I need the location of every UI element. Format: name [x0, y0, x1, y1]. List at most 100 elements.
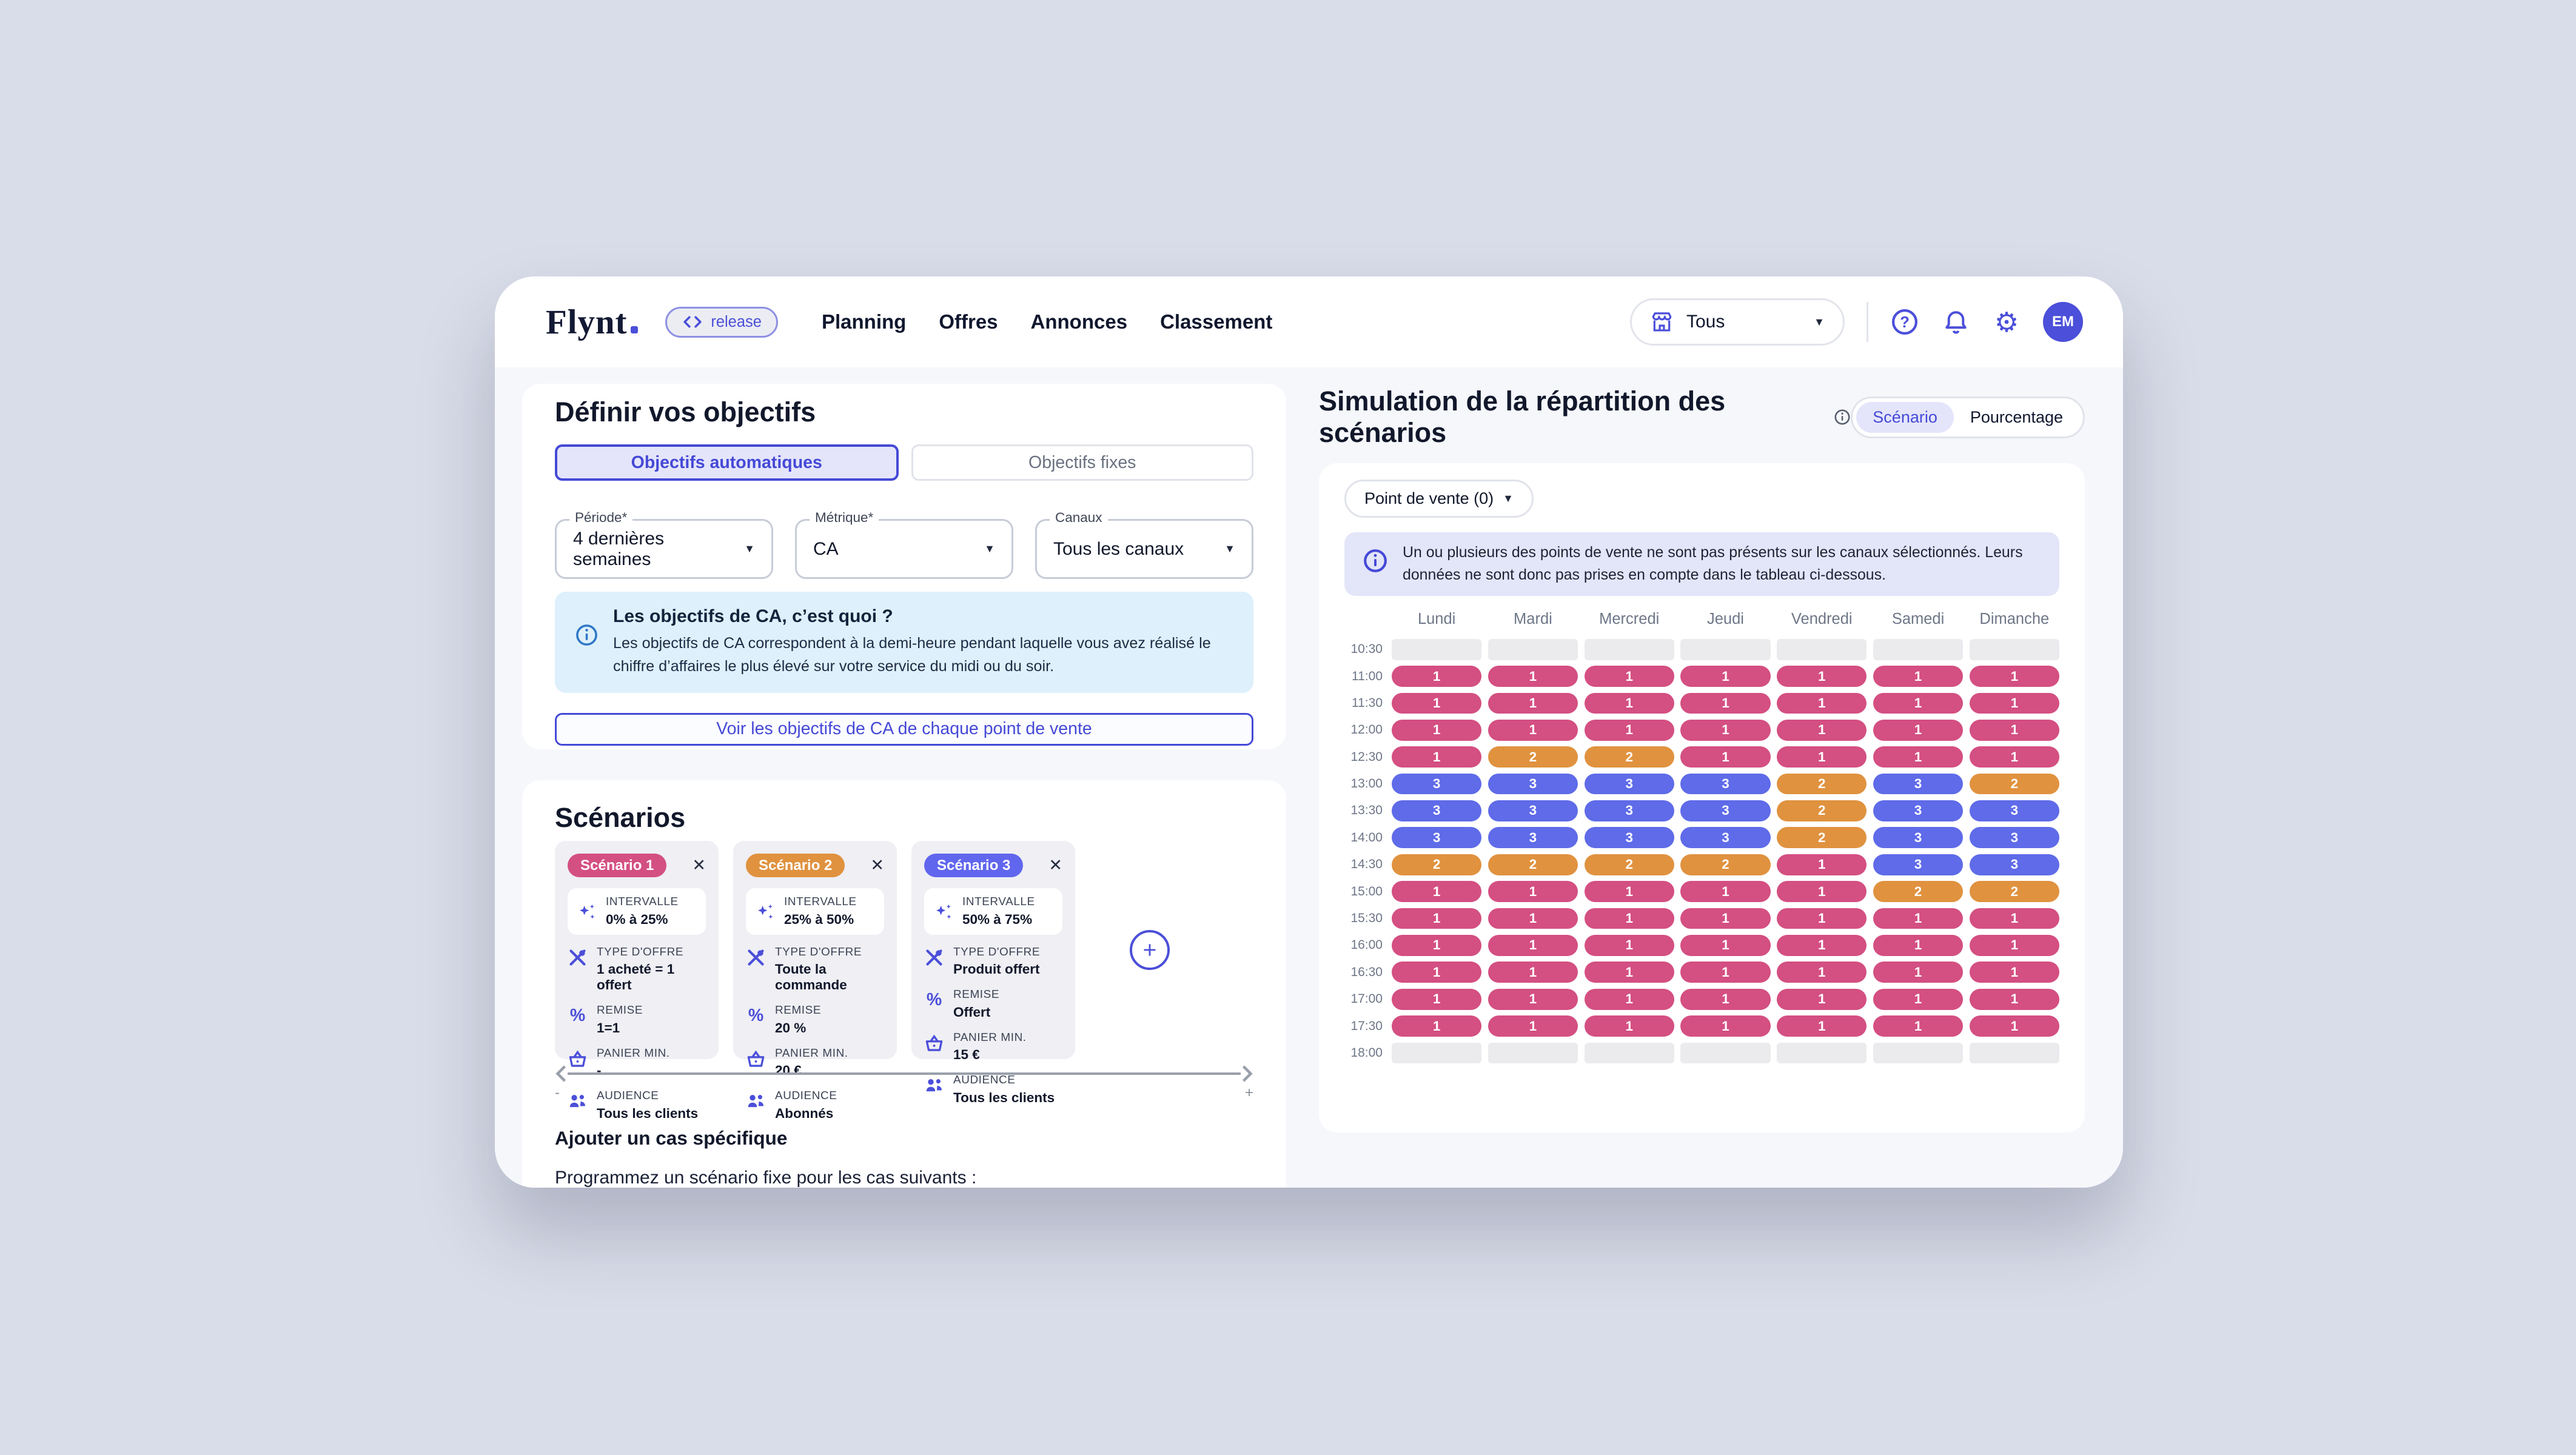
scenario-cell[interactable]: 3 [1680, 800, 1771, 821]
scenario-cell[interactable]: 1 [1777, 854, 1867, 875]
empty-cell[interactable] [1584, 638, 1674, 660]
scenario-cell[interactable]: 2 [1680, 854, 1771, 875]
scenario-cell[interactable]: 1 [1969, 719, 2059, 741]
scenario-cell[interactable]: 1 [1873, 746, 1964, 768]
scenario-cell[interactable]: 3 [1584, 800, 1674, 821]
empty-cell[interactable] [1777, 638, 1867, 660]
scenario-cell[interactable]: 1 [1584, 692, 1674, 714]
scenario-cell[interactable]: 1 [1969, 1015, 2059, 1037]
scenario-cell[interactable]: 1 [1584, 962, 1674, 983]
scenario-cell[interactable]: 2 [1392, 854, 1482, 875]
empty-cell[interactable] [1969, 1042, 2059, 1064]
scenarios-scrollbar[interactable] [555, 1065, 1253, 1083]
scenario-cell[interactable]: 2 [1873, 881, 1964, 903]
scenario-cell[interactable]: 1 [1488, 935, 1578, 956]
scenario-cell[interactable]: 1 [1392, 988, 1482, 1010]
scenario-cell[interactable]: 3 [1873, 773, 1964, 795]
scenario-cell[interactable]: 3 [1488, 800, 1578, 821]
scenario-cell[interactable]: 3 [1969, 800, 2059, 821]
scenario-cell[interactable]: 2 [1488, 854, 1578, 875]
scenario-cell[interactable]: 1 [1969, 908, 2059, 929]
toggle-scénario[interactable]: Scénario [1856, 401, 1954, 433]
scenario-cell[interactable]: 1 [1873, 935, 1964, 956]
store-select[interactable]: Tous ▼ [1630, 298, 1845, 346]
scenario-cell[interactable]: 1 [1680, 988, 1771, 1010]
scenario-cell[interactable]: 1 [1584, 908, 1674, 929]
scenario-cell[interactable]: 1 [1680, 1015, 1771, 1037]
scenario-cell[interactable]: 1 [1680, 962, 1771, 983]
scenario-cell[interactable]: 1 [1777, 962, 1867, 983]
scenario-cell[interactable]: 1 [1584, 1015, 1674, 1037]
scenario-cell[interactable]: 1 [1680, 935, 1771, 956]
scenario-cell[interactable]: 1 [1969, 692, 2059, 714]
scenario-cell[interactable]: 1 [1392, 719, 1482, 741]
scenario-cell[interactable]: 1 [1777, 908, 1867, 929]
scenario-cell[interactable]: 1 [1969, 746, 2059, 768]
scenario-cell[interactable]: 2 [1777, 800, 1867, 821]
zoom-in-button[interactable]: + [1244, 1085, 1253, 1101]
metrique-select[interactable]: Métrique* CA ▼ [795, 510, 1013, 579]
scenario-cell[interactable]: 3 [1392, 800, 1482, 821]
scenario-cell[interactable]: 1 [1488, 881, 1578, 903]
scenario-cell[interactable]: 2 [1969, 773, 2059, 795]
scenario-cell[interactable]: 3 [1873, 854, 1964, 875]
close-icon[interactable]: ✕ [870, 856, 884, 874]
empty-cell[interactable] [1488, 638, 1578, 660]
empty-cell[interactable] [1680, 638, 1771, 660]
scenario-cell[interactable]: 1 [1777, 988, 1867, 1010]
empty-cell[interactable] [1873, 1042, 1964, 1064]
scenario-cell[interactable]: 1 [1392, 935, 1482, 956]
scenario-cell[interactable]: 1 [1392, 1015, 1482, 1037]
canaux-select[interactable]: Canaux Tous les canaux ▼ [1035, 510, 1253, 579]
scenario-cell[interactable]: 1 [1488, 962, 1578, 983]
scenario-cell[interactable]: 3 [1873, 827, 1964, 849]
add-scenario-button[interactable]: + [1130, 930, 1170, 970]
scenario-cell[interactable]: 1 [1873, 666, 1964, 687]
scenario-cell[interactable]: 1 [1680, 746, 1771, 768]
nav-item-offres[interactable]: Offres [939, 310, 998, 333]
notifications-bell-icon[interactable] [1941, 307, 1970, 336]
scenario-cell[interactable]: 3 [1680, 773, 1771, 795]
scenario-cell[interactable]: 2 [1584, 746, 1674, 768]
scenario-cell[interactable]: 1 [1777, 881, 1867, 903]
scenario-cell[interactable]: 1 [1488, 1015, 1578, 1037]
scenario-cell[interactable]: 2 [1488, 746, 1578, 768]
settings-gear-icon[interactable]: ⚙ [1994, 306, 2019, 338]
scenario-cell[interactable]: 1 [1680, 666, 1771, 687]
scenario-cell[interactable]: 1 [1680, 908, 1771, 929]
scenario-cell[interactable]: 1 [1584, 719, 1674, 741]
scenario-cell[interactable]: 1 [1392, 962, 1482, 983]
empty-cell[interactable] [1584, 1042, 1674, 1064]
empty-cell[interactable] [1488, 1042, 1578, 1064]
scenario-cell[interactable]: 3 [1392, 827, 1482, 849]
nav-item-planning[interactable]: Planning [821, 310, 907, 333]
scenario-cell[interactable]: 1 [1969, 962, 2059, 983]
scenario-cell[interactable]: 2 [1969, 881, 2059, 903]
scenario-cell[interactable]: 1 [1777, 666, 1867, 687]
tab-objectifs-automatiques[interactable]: Objectifs automatiques [555, 444, 899, 481]
scenario-cell[interactable]: 1 [1777, 719, 1867, 741]
view-objectives-button[interactable]: Voir les objectifs de CA de chaque point… [555, 712, 1253, 746]
scenario-cell[interactable]: 1 [1873, 1015, 1964, 1037]
scenario-cell[interactable]: 1 [1488, 692, 1578, 714]
scenario-cell[interactable]: 1 [1873, 962, 1964, 983]
scenario-cell[interactable]: 1 [1777, 746, 1867, 768]
scenario-cell[interactable]: 1 [1584, 881, 1674, 903]
scenario-cell[interactable]: 3 [1873, 800, 1964, 821]
tab-objectifs-fixes[interactable]: Objectifs fixes [911, 444, 1253, 481]
scenario-cell[interactable]: 1 [1392, 692, 1482, 714]
scenario-cell[interactable]: 2 [1777, 827, 1867, 849]
help-icon[interactable]: ? [1890, 307, 1919, 336]
scenario-cell[interactable]: 1 [1969, 935, 2059, 956]
scenario-cell[interactable]: 1 [1777, 1015, 1867, 1037]
scenario-cell[interactable]: 1 [1777, 935, 1867, 956]
empty-cell[interactable] [1969, 638, 2059, 660]
empty-cell[interactable] [1680, 1042, 1771, 1064]
scenario-cell[interactable]: 3 [1969, 827, 2059, 849]
scenario-cell[interactable]: 1 [1873, 908, 1964, 929]
close-icon[interactable]: ✕ [1048, 856, 1062, 874]
scenario-cell[interactable]: 1 [1873, 692, 1964, 714]
zoom-out-button[interactable]: - [555, 1085, 560, 1101]
scenario-cell[interactable]: 1 [1584, 988, 1674, 1010]
scenario-cell[interactable]: 2 [1584, 854, 1674, 875]
